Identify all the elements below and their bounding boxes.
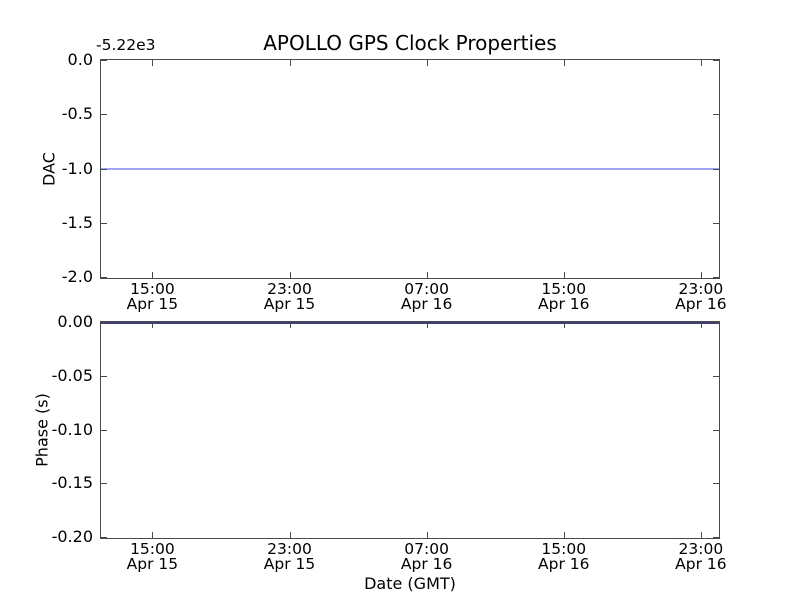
- x-tick-date: Apr 16: [675, 555, 727, 573]
- x-tick-time: 23:00: [678, 540, 724, 558]
- x-tick-time: 23:00: [267, 280, 312, 298]
- x-tick-label: 15:00 Apr 16: [538, 540, 590, 573]
- y-tick-mark: [101, 168, 107, 170]
- x-tick-date: Apr 16: [675, 295, 727, 313]
- y-tick-mark: [713, 114, 719, 116]
- x-tick-mark: [152, 272, 154, 278]
- y-tick-mark: [101, 537, 107, 538]
- x-axis-label: Date (GMT): [364, 574, 456, 593]
- y-tick-label: -0.20: [51, 527, 93, 546]
- y-axis-offset-label: -5.22e3: [96, 36, 156, 54]
- dac-plot-area: [100, 59, 720, 279]
- x-tick-date: Apr 15: [263, 295, 316, 313]
- y-tick-mark: [713, 277, 719, 278]
- y-tick-label: -1.5: [61, 212, 93, 232]
- x-tick-mark: [152, 532, 154, 538]
- x-tick-mark: [289, 272, 291, 278]
- x-tick-date: Apr 16: [538, 555, 590, 573]
- y-tick-mark: [713, 222, 719, 224]
- x-tick-time: 15:00: [130, 540, 175, 558]
- x-tick-label: 07:00 Apr 16: [400, 540, 453, 573]
- y-tick-mark: [101, 114, 107, 116]
- x-tick-mark: [563, 532, 565, 538]
- x-tick-mark: [289, 60, 291, 66]
- x-tick-mark: [563, 322, 565, 328]
- x-tick-time: 15:00: [130, 280, 175, 298]
- x-tick-mark: [426, 532, 428, 538]
- x-tick-mark: [152, 60, 154, 66]
- phase-data-line: [101, 322, 719, 324]
- x-tick-mark: [289, 322, 291, 328]
- y-tick-mark: [713, 375, 719, 377]
- x-tick-date: Apr 15: [263, 555, 316, 573]
- x-tick-mark: [563, 60, 565, 66]
- dac-data-line: [101, 167, 719, 170]
- x-tick-mark: [289, 532, 291, 538]
- x-tick-date: Apr 16: [400, 295, 453, 313]
- y-tick-mark: [713, 168, 719, 170]
- x-tick-mark: [426, 60, 428, 66]
- y-tick-label: -2.0: [61, 267, 93, 286]
- y-tick-label: -1.0: [61, 158, 93, 178]
- y-tick-mark: [101, 375, 107, 377]
- y-tick-label: -0.5: [61, 104, 93, 124]
- x-tick-date: Apr 15: [126, 555, 179, 573]
- x-tick-time: 23:00: [267, 540, 312, 558]
- y-tick-label: -0.05: [51, 365, 93, 385]
- x-tick-mark: [426, 322, 428, 328]
- y-tick-label: -0.10: [51, 419, 93, 439]
- y-tick-mark: [101, 222, 107, 224]
- x-tick-date: Apr 15: [126, 295, 179, 313]
- phase-plot-area: [100, 321, 720, 539]
- y-tick-label: 0.0: [67, 50, 93, 69]
- y-tick-mark: [101, 322, 107, 323]
- x-tick-label: 15:00 Apr 16: [538, 280, 590, 313]
- x-tick-time: 07:00: [404, 540, 449, 558]
- y-tick-label: -0.15: [51, 473, 93, 493]
- x-tick-mark: [700, 532, 702, 538]
- x-tick-mark: [700, 60, 702, 66]
- x-tick-label: 23:00 Apr 15: [263, 280, 316, 313]
- y-tick-mark: [713, 322, 719, 323]
- y-tick-mark: [101, 429, 107, 431]
- x-tick-label: 23:00 Apr 16: [675, 280, 727, 313]
- x-tick-label: 07:00 Apr 16: [400, 280, 453, 313]
- y-tick-mark: [713, 537, 719, 538]
- x-tick-label: 15:00 Apr 15: [126, 540, 179, 573]
- x-tick-mark: [426, 272, 428, 278]
- x-tick-time: 15:00: [541, 540, 587, 558]
- y-tick-mark: [101, 277, 107, 278]
- x-tick-date: Apr 16: [538, 295, 590, 313]
- x-tick-mark: [152, 322, 154, 328]
- x-tick-time: 23:00: [678, 280, 724, 298]
- x-tick-time: 07:00: [404, 280, 449, 298]
- x-tick-mark: [700, 272, 702, 278]
- x-tick-time: 15:00: [541, 280, 587, 298]
- x-tick-label: 15:00 Apr 15: [126, 280, 179, 313]
- y-tick-mark: [713, 429, 719, 431]
- x-tick-label: 23:00 Apr 15: [263, 540, 316, 573]
- y-tick-mark: [101, 60, 107, 61]
- x-tick-date: Apr 16: [400, 555, 453, 573]
- plot-title: APOLLO GPS Clock Properties: [263, 31, 557, 55]
- y-tick-mark: [713, 60, 719, 61]
- y-tick-label: 0.00: [57, 312, 93, 331]
- x-tick-mark: [563, 272, 565, 278]
- y-tick-mark: [101, 483, 107, 485]
- x-tick-mark: [700, 322, 702, 328]
- y-tick-mark: [713, 483, 719, 485]
- x-tick-label: 23:00 Apr 16: [675, 540, 727, 573]
